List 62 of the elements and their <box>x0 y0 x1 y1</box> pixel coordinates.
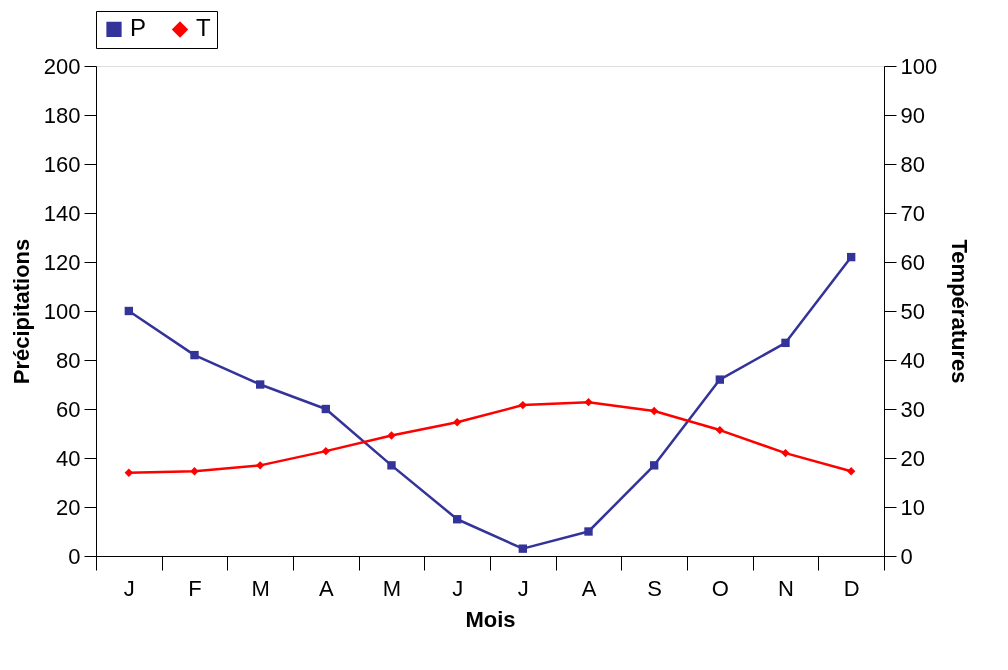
point <box>255 380 265 389</box>
point <box>387 461 396 470</box>
x-tick-label: J <box>517 575 529 601</box>
point <box>846 252 856 262</box>
y2-tick-label: 40 <box>900 347 925 373</box>
point <box>715 375 725 384</box>
point <box>584 397 593 407</box>
y-tick-label: 100 <box>43 298 81 324</box>
y-tick-label: 0 <box>68 543 81 569</box>
x-tick-label: J <box>452 575 464 601</box>
y-tick-label: 200 <box>43 53 81 79</box>
x-tick-label: A <box>318 575 334 601</box>
y2-axis-title: Températures <box>947 239 973 384</box>
x-tick-label: J <box>123 575 135 601</box>
x-tick-label: O <box>711 575 729 601</box>
y-tick-label: 180 <box>43 102 81 128</box>
legend-label: P <box>130 14 147 42</box>
x-tick-label: N <box>778 575 794 601</box>
y2-tick-label: 20 <box>900 445 925 471</box>
y2-tick-label: 30 <box>900 396 925 422</box>
y-tick-label: 60 <box>56 396 81 422</box>
point <box>781 338 790 348</box>
y2-tick-label: 0 <box>900 543 913 569</box>
y2-tick-label: 70 <box>900 200 925 226</box>
y-tick-label: 40 <box>56 445 81 471</box>
y2-tick-label: 90 <box>900 102 925 128</box>
y-tick-label: 20 <box>56 494 81 520</box>
point <box>715 425 725 435</box>
y-tick-label: 80 <box>56 347 81 373</box>
point <box>124 468 134 477</box>
point <box>649 406 659 416</box>
point <box>190 350 199 360</box>
y2-tick-label: 60 <box>900 249 925 275</box>
point <box>649 461 659 470</box>
point <box>781 448 790 458</box>
point <box>452 515 462 524</box>
y-tick-label: 120 <box>43 249 81 275</box>
point <box>452 418 462 427</box>
x-tick-label: S <box>647 575 663 601</box>
point <box>321 404 331 414</box>
point <box>321 446 331 456</box>
x-tick-label: M <box>251 575 270 601</box>
legend-label: T <box>196 14 211 42</box>
y2-tick-label: 100 <box>900 53 938 79</box>
y2-tick-label: 10 <box>900 494 925 520</box>
y2-tick-label: 50 <box>900 298 925 324</box>
point <box>124 306 134 316</box>
point <box>190 467 199 476</box>
y-tick-label: 160 <box>43 151 81 177</box>
point <box>584 527 593 536</box>
point <box>846 467 856 476</box>
x-axis-title: Mois <box>465 606 516 632</box>
point <box>255 461 265 470</box>
x-tick-label: D <box>843 575 860 601</box>
y2-tick-label: 80 <box>900 151 925 177</box>
x-tick-label: M <box>382 575 402 601</box>
x-tick-label: A <box>581 575 597 601</box>
y-axis-title: Précipitations <box>8 238 34 385</box>
y-tick-label: 140 <box>43 200 81 226</box>
x-tick-label: F <box>188 575 202 601</box>
point <box>518 544 528 553</box>
point <box>387 431 396 440</box>
